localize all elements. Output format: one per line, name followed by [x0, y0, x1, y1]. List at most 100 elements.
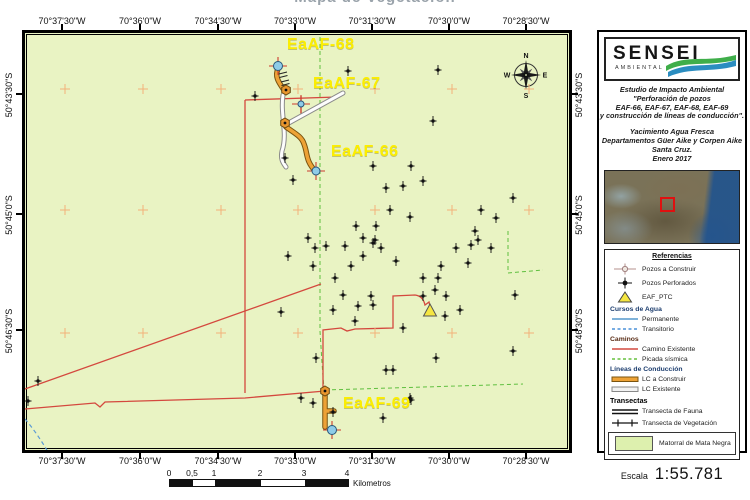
map-canvas[interactable]: N E S W EaAF-68 EaAF-67 EaAF-66 EaAF-69: [22, 30, 572, 453]
marker-dot: [511, 196, 515, 200]
graticule-cross: [216, 84, 226, 94]
pozo-perforado-marker: [359, 233, 367, 243]
legend: Referencias Pozos a Construir Pozos Perf…: [604, 249, 740, 461]
pozo-perforado-marker: [25, 396, 32, 406]
graticule-cross: [293, 328, 303, 338]
graticule-cross: [60, 328, 70, 338]
lon-label-top: 70°33'0"W: [273, 16, 317, 26]
scale-segment: [193, 480, 215, 486]
lon-label-top: 70°28'30"W: [502, 16, 550, 26]
marker-dot: [253, 94, 257, 98]
lat-label-right: 50°46'30"S: [574, 308, 584, 354]
axis-tick: [448, 24, 450, 30]
pozo-construir-icon: [608, 263, 642, 275]
axis-tick: [217, 453, 219, 459]
graticule-cross: [524, 84, 534, 94]
pozo-perforado-marker: [431, 285, 439, 295]
lon-label-bottom: 70°33'0"W: [273, 456, 317, 466]
marker-dot: [331, 410, 335, 414]
pozo-perforado-marker: [474, 235, 482, 245]
pozo-perforado-marker: [441, 311, 449, 321]
marker-dot: [26, 399, 30, 403]
legend-item-eaf-ptc: EAF_PTC: [608, 291, 736, 303]
well-label: EaAF-67: [313, 75, 381, 92]
marker-dot: [343, 244, 347, 248]
marker-dot: [408, 215, 412, 219]
lat-label-left: 50°45'0"S: [4, 195, 14, 235]
transitorio-line-icon: [608, 325, 642, 333]
scale-segment: [170, 480, 193, 486]
pozo-a-construir-marker: [292, 95, 310, 113]
study-title-line: y construcción de líneas de conducción".: [599, 111, 745, 121]
marker-dot: [401, 326, 405, 330]
pozo-perforado-marker: [309, 398, 317, 408]
axis-tick: [525, 24, 527, 30]
lon-label-bottom: 70°28'30"W: [502, 456, 550, 466]
axis-tick: [572, 329, 578, 331]
marker-dot: [511, 349, 515, 353]
marker-dot: [421, 276, 425, 280]
scale-tick-label: 2: [257, 468, 263, 478]
page-title-partial: Mapa de Vegetación: [250, 0, 500, 6]
axis-tick: [16, 213, 22, 215]
pozo-perforado-marker: [477, 205, 485, 215]
marker-dot: [466, 261, 470, 265]
location-line: Yacimiento Agua Fresca: [629, 127, 715, 137]
pozo-perforado-marker: [369, 238, 377, 248]
pozo-perforado-marker: [442, 291, 450, 301]
pozo-perforado-marker: [382, 365, 390, 375]
marker-dot: [513, 293, 517, 297]
axis-tick: [572, 213, 578, 215]
graticule-cross: [60, 84, 70, 94]
graticule-cross: [524, 205, 534, 215]
pozo-perforado-marker: [341, 241, 349, 251]
logo-wave-icon: [666, 55, 736, 77]
marker-dot: [476, 238, 480, 242]
marker-dot: [473, 229, 477, 233]
study-title-line: EAF-66, EAF-67, EAF-68, EAF-69: [615, 102, 729, 112]
marker-dot: [443, 314, 447, 318]
marker-dot: [313, 246, 317, 250]
location-block: Yacimiento Agua Fresca Departamentos Güer…: [599, 127, 745, 163]
scale-tick-label: 0: [166, 468, 172, 478]
pozo-perforado-marker: [419, 176, 427, 186]
marker-dot: [489, 246, 493, 250]
pozo-perforado-marker: [437, 261, 445, 271]
well-circle: [311, 166, 321, 176]
axis-tick: [294, 24, 296, 30]
pozo-perforado-marker: [359, 251, 367, 261]
lon-label-top: 70°30'0"W: [427, 16, 471, 26]
marker-dot: [391, 368, 395, 372]
pozo-perforado-marker: [419, 273, 427, 283]
pozo-perforado-marker: [377, 243, 385, 253]
scale-segment: [215, 480, 261, 486]
graticule-cross: [370, 328, 380, 338]
lon-label-bottom: 70°34'30"W: [194, 456, 242, 466]
marker-dot: [311, 264, 315, 268]
marker-dot: [384, 368, 388, 372]
scale-bar-segments: [169, 479, 349, 487]
pozo-perforado-marker: [464, 258, 472, 268]
marker-dot: [36, 379, 40, 383]
axis-tick: [61, 453, 63, 459]
marker-dot: [361, 236, 365, 240]
camino-existente-roads: [25, 96, 432, 410]
picada-line-icon: [608, 355, 642, 363]
marker-dot: [286, 254, 290, 258]
marker-dot: [421, 294, 425, 298]
marker-dot: [409, 398, 413, 402]
pozo-perforado-marker: [34, 376, 42, 386]
lat-label-left: 50°43'30"S: [4, 72, 14, 118]
compass-n: N: [523, 53, 528, 60]
pozo-perforado-marker: [284, 251, 292, 261]
pozo-perforado-marker: [511, 290, 519, 300]
location-line: Departamentos Güer Aike y Corpen Aike: [601, 135, 743, 145]
vegetacion-line-icon: [608, 418, 642, 428]
lc-node-marker: [320, 385, 330, 397]
marker-dot: [401, 184, 405, 188]
lc-node-dot: [284, 88, 288, 92]
pozo-perforado-marker: [432, 353, 440, 363]
pozo-perforado-marker: [311, 243, 319, 253]
pozo-perforado-marker: [399, 181, 407, 191]
graticule-cross: [293, 84, 303, 94]
